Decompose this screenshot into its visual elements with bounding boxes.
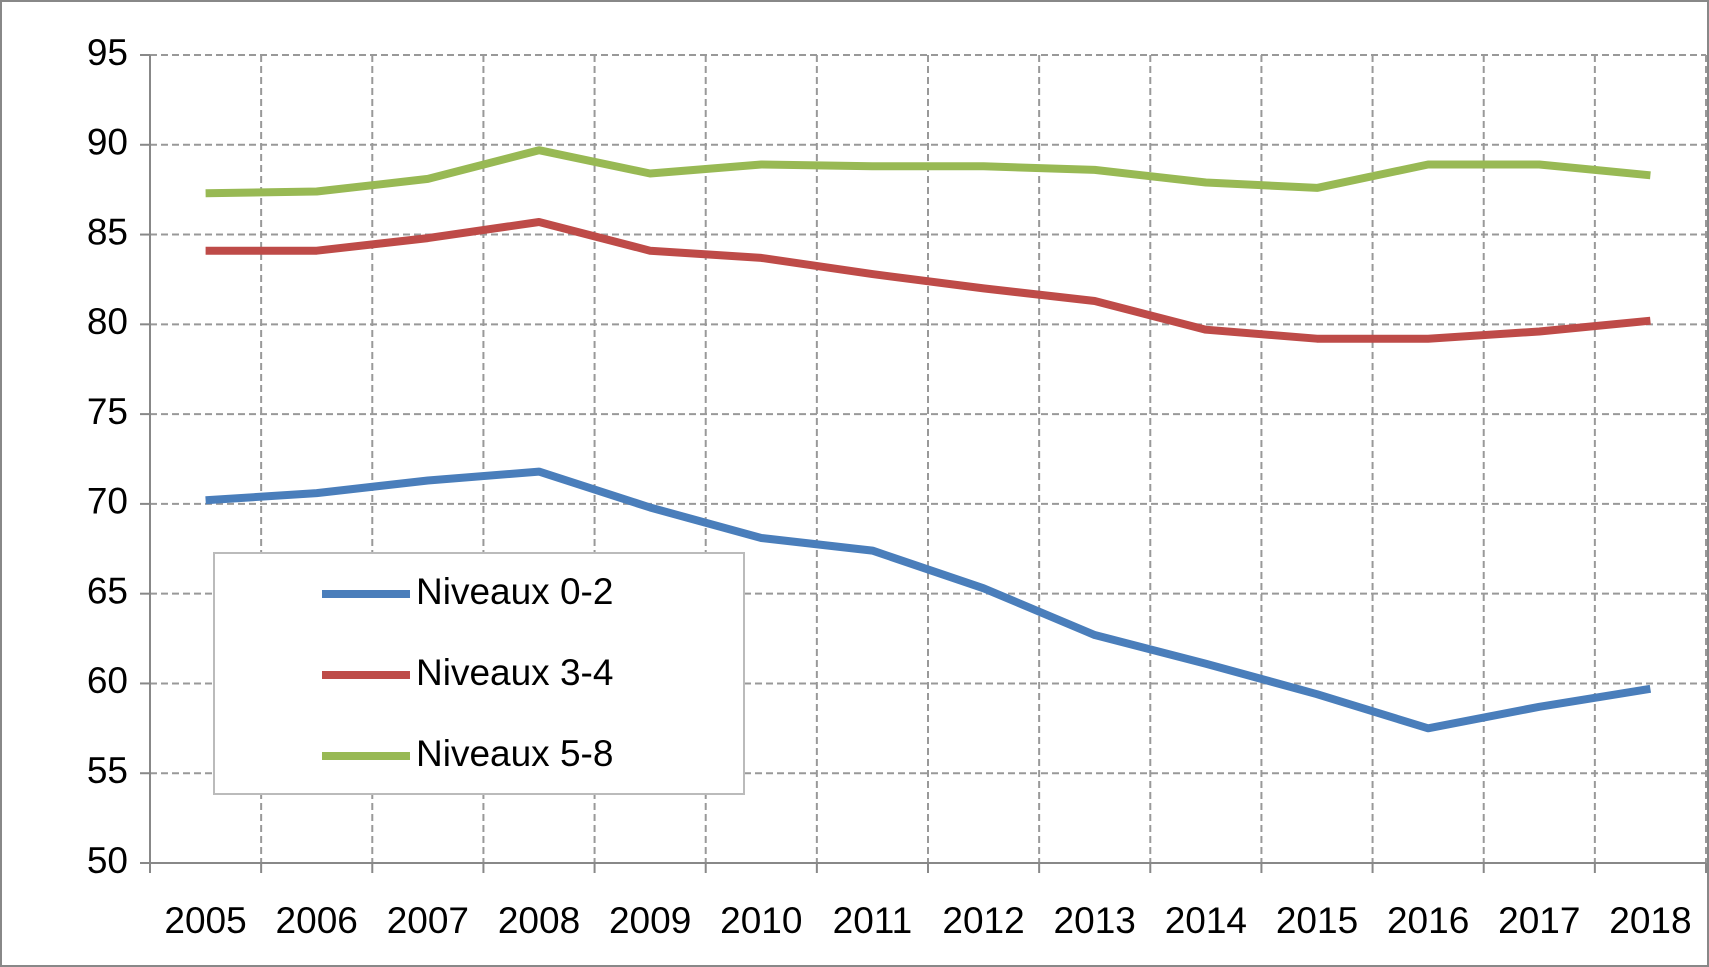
x-tick-label: 2005 xyxy=(164,900,246,941)
x-tick-label: 2016 xyxy=(1387,900,1469,941)
y-tick-label: 65 xyxy=(87,570,128,611)
y-tick-label: 50 xyxy=(87,840,128,881)
series-line xyxy=(205,467,1652,733)
x-tick-label: 2010 xyxy=(720,900,802,941)
x-tick-label: 2018 xyxy=(1609,900,1691,941)
legend-box xyxy=(213,552,745,795)
x-tick-label: 2012 xyxy=(942,900,1024,941)
series-line xyxy=(205,218,1651,343)
x-tick-label: 2015 xyxy=(1276,900,1358,941)
x-tick-label: 2014 xyxy=(1165,900,1247,941)
x-tick-label: 2011 xyxy=(833,900,913,941)
y-tick-label: 60 xyxy=(87,660,128,701)
y-tick-label: 90 xyxy=(87,122,128,163)
x-tick-label: 2017 xyxy=(1498,900,1580,941)
y-tick-label: 75 xyxy=(87,391,128,432)
x-tick-label: 2008 xyxy=(498,900,580,941)
legend-label: Niveaux 3-4 xyxy=(416,652,613,693)
y-tick-label: 95 xyxy=(87,32,128,73)
legend-label: Niveaux 5-8 xyxy=(416,733,613,774)
y-tick-label: 55 xyxy=(87,750,128,791)
x-tick-label: 2007 xyxy=(387,900,469,941)
series-line xyxy=(205,146,1651,198)
y-tick-label: 70 xyxy=(87,481,128,522)
x-tick-label: 2009 xyxy=(609,900,691,941)
x-tick-label: 2013 xyxy=(1054,900,1136,941)
y-tick-label: 80 xyxy=(87,301,128,342)
y-tick-label: 85 xyxy=(87,211,128,252)
x-tick-label: 2006 xyxy=(276,900,358,941)
legend-label: Niveaux 0-2 xyxy=(416,571,613,612)
